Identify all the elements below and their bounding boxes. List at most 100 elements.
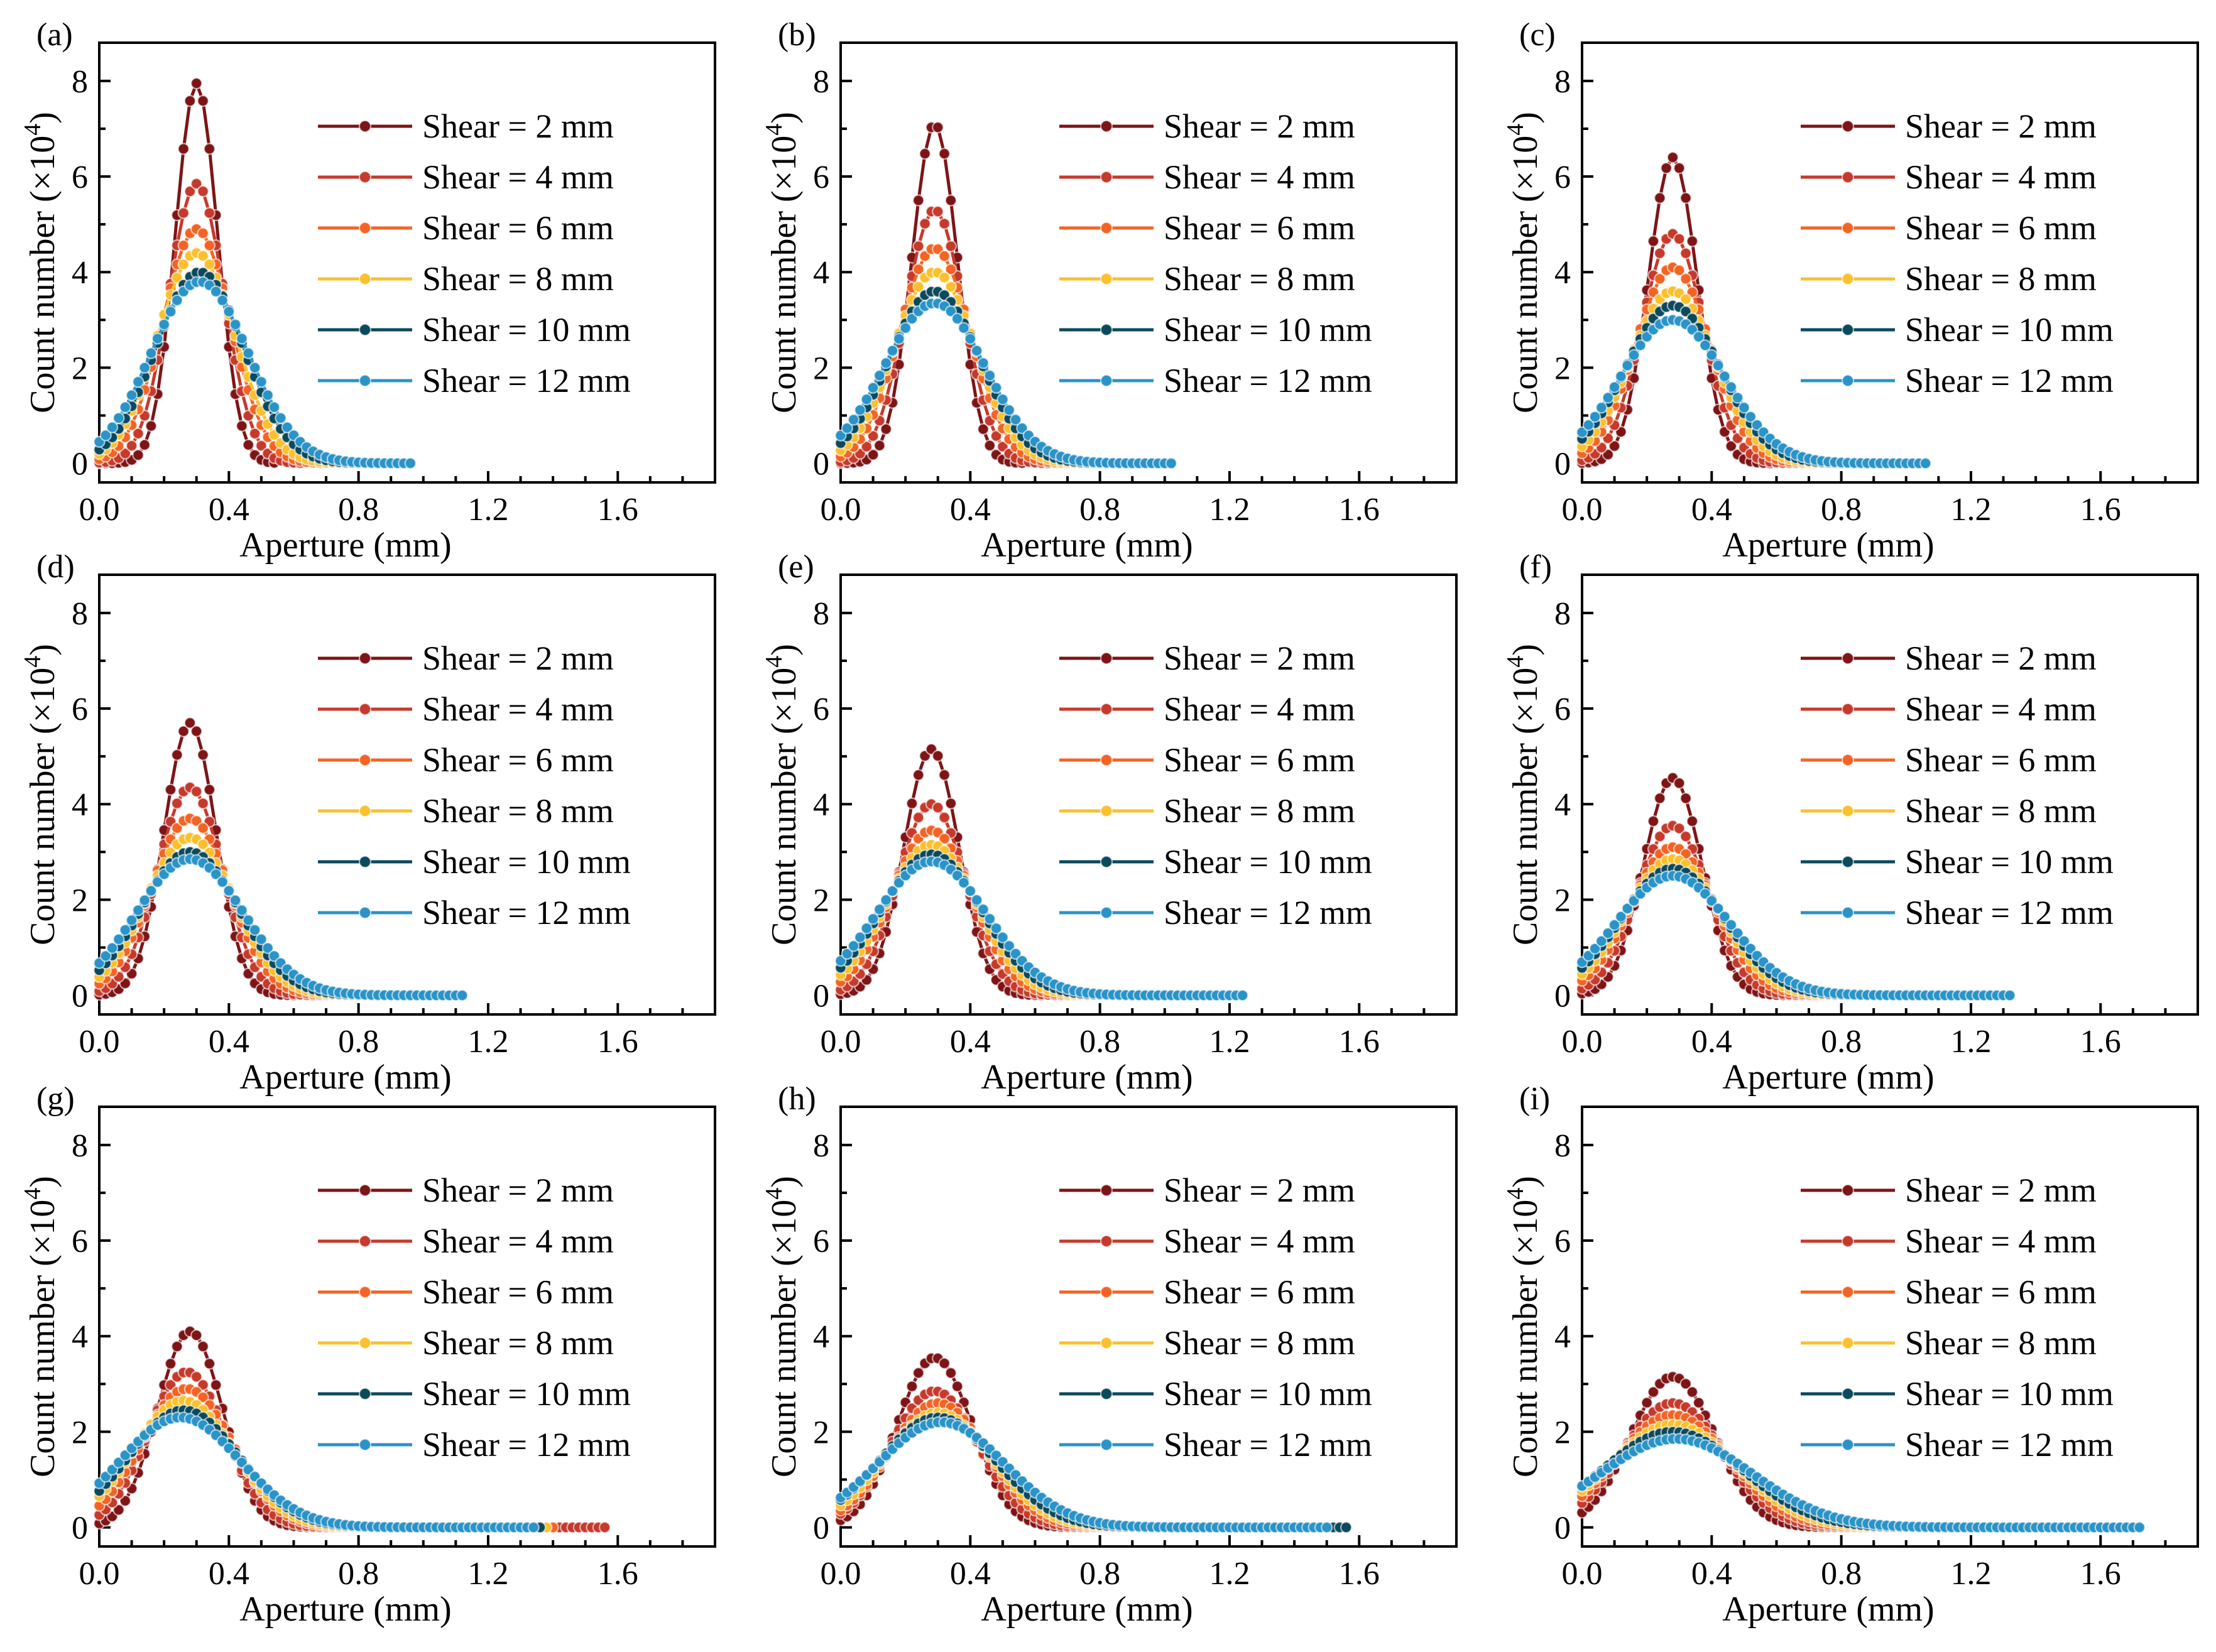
legend-entry: Shear = 12 mm [1801, 1426, 2114, 1464]
data-point [1621, 359, 1634, 372]
x-tick-label: 1.2 [467, 1556, 508, 1592]
y-tick-label: 4 [72, 1319, 88, 1355]
legend-entry: Shear = 8 mm [318, 792, 614, 830]
legend-marker [1100, 1388, 1113, 1400]
data-point [222, 884, 235, 897]
data-point [1595, 935, 1608, 947]
data-point [1679, 293, 1692, 305]
x-axis-label: Aperture (mm) [1722, 1590, 1934, 1629]
data-point [255, 376, 268, 388]
y-tick-label: 2 [72, 351, 88, 386]
y-axis-label-exponent: 4 [1502, 124, 1529, 136]
data-point [1640, 1396, 1653, 1409]
y-tick-label: 8 [813, 1128, 829, 1164]
data-point [1621, 902, 1634, 915]
data-point [1732, 391, 1744, 404]
legend-label: Shear = 4 mm [1905, 158, 2097, 196]
data-point [236, 904, 248, 916]
data-point [938, 769, 951, 781]
data-point [944, 194, 958, 207]
y-axis-label-base: Count number (×10 [765, 136, 804, 413]
data-point [164, 1357, 177, 1370]
y-tick-label: 4 [1554, 1319, 1571, 1355]
x-axis-label: Aperture (mm) [239, 1590, 451, 1629]
x-tick-label: 1.2 [467, 492, 508, 528]
legend-label: Shear = 12 mm [422, 1426, 631, 1464]
legend-marker [359, 754, 371, 766]
legend-marker [1842, 906, 1854, 919]
data-point [873, 369, 886, 382]
data-point [1340, 1521, 1353, 1534]
x-tick-label: 0.0 [821, 1024, 861, 1060]
y-tick-label: 6 [813, 1224, 829, 1259]
legend-marker [1100, 1438, 1113, 1451]
data-point [847, 413, 860, 426]
plot-frame [839, 573, 1458, 1016]
data-point [197, 822, 209, 834]
chart-panel: 0.0 0.4 0.8 1.2 1.6 0 2 4 6 8 Aperture (mm) Count n… [19, 1081, 716, 1629]
legend-label: Shear = 12 mm [1905, 894, 2114, 932]
y-tick-label: 2 [813, 351, 829, 386]
data-point [1718, 910, 1731, 923]
legend-label: Shear = 6 mm [422, 209, 614, 247]
y-tick-label: 4 [72, 255, 88, 291]
y-tick-label: 4 [1554, 255, 1571, 291]
legend-marker [1100, 703, 1113, 715]
chart-panel: 0.0 0.4 0.8 1.2 1.6 0 2 4 6 8 Aperture (mm) Count n… [19, 17, 716, 565]
data-point [1615, 370, 1627, 383]
data-point [203, 1357, 216, 1370]
data-point [2133, 1521, 2146, 1534]
legend-entry: Shear = 6 mm [1801, 1273, 2097, 1311]
legend-entry: Shear = 8 mm [1801, 1324, 2097, 1362]
legend-label: Shear = 2 mm [1164, 107, 1355, 145]
data-point [203, 258, 216, 271]
data-point [854, 404, 866, 416]
panel-label: (i) [1519, 1081, 1550, 1117]
data-point [112, 411, 125, 425]
legend-label: Shear = 10 mm [422, 843, 631, 881]
data-point [197, 749, 209, 761]
data-point [197, 227, 209, 239]
data-point [996, 393, 1009, 406]
y-axis-label-close: ) [765, 644, 804, 656]
data-point [210, 868, 222, 881]
legend-marker [1842, 171, 1854, 183]
legend-marker [359, 1235, 371, 1247]
data-point [183, 185, 196, 198]
plot-frame [1581, 41, 2199, 484]
plot-frame [1581, 1106, 2199, 1548]
data-point [1165, 457, 1177, 470]
legend-label: Shear = 4 mm [422, 158, 614, 196]
chart-panel: 0.0 0.4 0.8 1.2 1.6 0 2 4 6 8 Aperture (mm) Count n… [1502, 549, 2199, 1097]
data-point [860, 393, 873, 406]
legend-marker [359, 222, 371, 234]
data-point [119, 447, 131, 460]
y-axis-label: Count number (×104) [1502, 1176, 1545, 1477]
data-point [138, 894, 151, 906]
data-point [1673, 822, 1686, 835]
x-tick-label: 0.0 [1562, 1024, 1603, 1060]
data-point [1732, 927, 1744, 940]
legend-marker [359, 652, 371, 665]
legend-marker [1842, 805, 1854, 817]
series [93, 853, 469, 1002]
x-tick-label: 0.0 [1562, 492, 1603, 528]
legend-entry: Shear = 12 mm [318, 894, 631, 932]
y-axis-label-exponent: 4 [19, 656, 46, 668]
x-tick-label: 0.4 [209, 1024, 249, 1060]
legend-entry: Shear = 10 mm [318, 843, 631, 881]
legend-entry: Shear = 12 mm [1801, 362, 2114, 399]
legend-marker [1842, 652, 1854, 665]
y-axis-label-base: Count number (×10 [23, 136, 62, 413]
series [834, 121, 1029, 470]
chart-panel: 0.0 0.4 0.8 1.2 1.6 0 2 4 6 8 Aperture (mm) Count n… [19, 549, 716, 1097]
x-axis-label: Aperture (mm) [239, 1058, 451, 1097]
data-point [951, 1380, 964, 1393]
data-point [912, 263, 925, 276]
data-point [1654, 192, 1666, 204]
data-point [1725, 381, 1737, 393]
data-point [944, 240, 958, 253]
y-axis-label-close: ) [1506, 644, 1545, 656]
x-tick-label: 0.4 [1691, 1024, 1732, 1060]
